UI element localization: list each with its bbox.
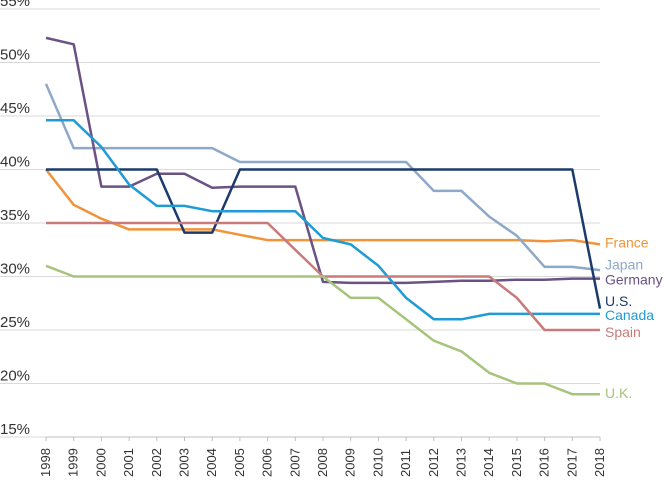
series-line-germany (45, 36, 600, 285)
x-tick-label: 2006 (260, 448, 275, 477)
x-tick-label: 2004 (204, 448, 219, 477)
y-axis-tick-labels: 15% 20% 25% 30% 35% 40% 45% 50% 55% (0, 0, 30, 438)
series-end-label: U.S. (605, 293, 632, 309)
x-tick-label: 2008 (315, 448, 330, 477)
x-tick-label: 2003 (177, 448, 192, 477)
y-tick-label: 30% (0, 261, 30, 278)
series-end-label: Canada (605, 307, 654, 323)
series-line-canada (46, 119, 600, 321)
series-line-u-k (45, 264, 600, 396)
x-tick-label: 2018 (592, 448, 607, 477)
x-tick-label: 2009 (343, 448, 358, 477)
x-tick-label: 2016 (537, 448, 552, 477)
x-tick-label: 2000 (93, 448, 108, 477)
series-end-label: France (605, 234, 649, 250)
x-tick-label: 2002 (149, 448, 164, 477)
series-line-u-s (46, 168, 602, 309)
y-tick-label: 40% (0, 154, 30, 171)
series-end-label: U.K. (605, 385, 632, 401)
y-tick-label: 45% (0, 100, 30, 117)
x-tick-label: 2013 (454, 448, 469, 477)
x-tick-label: 2014 (481, 448, 496, 477)
x-tick-label: 2010 (370, 448, 385, 477)
x-tick-label: 2007 (287, 448, 302, 477)
y-tick-label: 50% (0, 47, 30, 64)
y-tick-label: 20% (0, 368, 30, 385)
x-tick-label: 1998 (38, 448, 53, 477)
y-tick-label: 55% (0, 0, 30, 10)
x-tick-label: 2005 (232, 448, 247, 477)
x-axis (45, 436, 601, 441)
x-tick-label: 2011 (398, 449, 413, 477)
x-tick-label: 2001 (121, 448, 136, 477)
series-line-japan (44, 83, 601, 272)
x-tick-label: 2015 (509, 448, 524, 477)
x-axis-tick-labels: 1998 1999 2000 2001 2002 2003 2004 2005 2006 2007… (38, 448, 607, 477)
series-end-label: Spain (605, 324, 641, 340)
series-line-france (45, 168, 601, 246)
x-tick-label: 1999 (66, 448, 81, 477)
series-lines (44, 36, 602, 396)
y-tick-label: 35% (0, 207, 30, 224)
series-end-label: Germany (605, 272, 663, 288)
x-tick-label: 2017 (564, 448, 579, 477)
y-tick-label: 15% (0, 421, 30, 438)
y-tick-label: 25% (0, 314, 30, 331)
x-tick-label: 2012 (426, 448, 441, 477)
series-end-label: Japan (605, 257, 643, 273)
